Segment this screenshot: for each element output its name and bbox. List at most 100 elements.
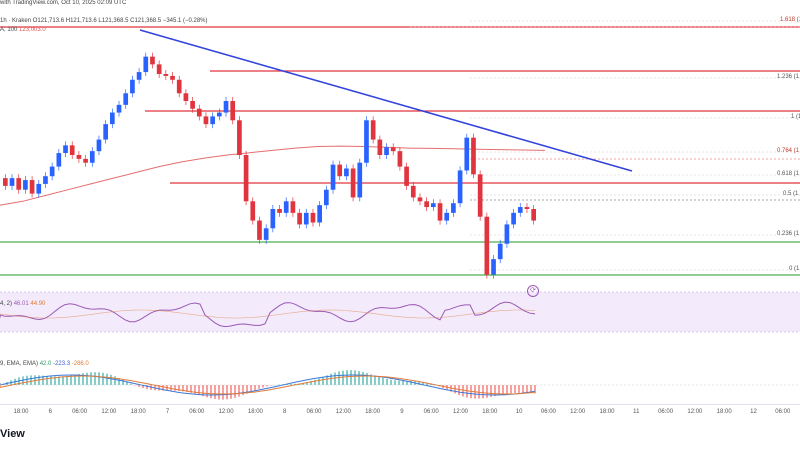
macd-histogram-bar — [482, 385, 484, 399]
macd-histogram-bar — [362, 371, 364, 385]
macd-histogram-bar — [54, 376, 56, 385]
candle-body — [43, 176, 48, 184]
rsi-value-2: 44.90 — [30, 301, 46, 307]
macd-histogram-bar — [278, 384, 280, 386]
macd-histogram-bar — [330, 373, 332, 385]
chart-header-ohlc: 1h · Kraken O121,713.6 H121,713.6 L121,3… — [0, 18, 208, 24]
macd-histogram-bar — [454, 385, 456, 394]
macd-histogram-bar — [534, 385, 536, 394]
macd-histogram-bar — [78, 373, 80, 385]
fib-level-label: 0 (1 — [789, 266, 800, 272]
candle-body — [116, 104, 122, 113]
candle-body — [390, 147, 396, 152]
candle-body — [370, 120, 376, 140]
descending-trendline — [139, 29, 633, 172]
macd-histogram-bar — [378, 376, 380, 385]
candle-body — [103, 124, 108, 140]
macd-header: 9, EMA, EMA) 42.0 -223.3 -286.0 — [0, 361, 89, 367]
chart-header-source: with TradingView.com, Oct 10, 2025 02:09… — [0, 0, 126, 6]
candle-body — [517, 207, 523, 213]
macd-histogram-bar — [402, 380, 404, 385]
time-axis-label: 06:00 — [306, 409, 322, 415]
candle-body — [23, 180, 28, 190]
ma-label: A, 100 — [0, 27, 18, 33]
macd-histogram-bar — [66, 375, 68, 385]
macd-histogram-bar — [302, 382, 304, 385]
candle-body — [504, 224, 510, 244]
candle-body — [457, 170, 463, 204]
candle-body — [484, 216, 490, 275]
macd-histogram-bar — [382, 378, 384, 385]
candle-body — [203, 116, 209, 125]
candle-body — [210, 116, 215, 125]
macd-histogram-bar — [334, 372, 336, 385]
macd-histogram-bar — [206, 385, 208, 398]
macd-histogram-bar — [126, 381, 128, 385]
header-ohlc-values: O121,713.6 H121,713.6 L121,368.5 C121,36… — [32, 18, 208, 24]
candle-body — [444, 212, 450, 221]
time-axis-label: 18:00 — [716, 409, 732, 415]
time-axis-label: 18:00 — [365, 409, 381, 415]
time-axis-label: 18:00 — [482, 409, 498, 415]
macd-histogram-bar — [318, 378, 320, 385]
candle-body — [196, 108, 202, 117]
candle-body — [163, 74, 169, 76]
candle-body — [471, 137, 476, 175]
macd-histogram-bar — [130, 383, 132, 385]
macd-histogram-bar — [346, 370, 348, 385]
candle-body — [317, 205, 322, 223]
candle-body — [257, 220, 262, 240]
macd-histogram-bar — [238, 385, 240, 397]
candle-body — [143, 56, 149, 73]
time-axis-label: 10 — [515, 409, 523, 415]
macd-histogram-bar — [22, 376, 24, 385]
time-axis-border — [0, 404, 800, 405]
rsi-band — [0, 292, 800, 332]
macd-histogram-bar — [122, 379, 124, 385]
macd-histogram-bar — [274, 384, 276, 386]
candle-body — [156, 64, 162, 74]
time-axis-label: 8 — [283, 409, 287, 415]
macd-label: 9, EMA, EMA) — [0, 361, 39, 367]
candle-body — [384, 147, 389, 155]
candle-body — [324, 189, 329, 206]
macd-histogram-bar — [494, 385, 496, 397]
macd-histogram-bar — [502, 385, 504, 395]
candle-body — [63, 145, 68, 154]
macd-histogram-bar — [102, 372, 104, 385]
goto-realtime-icon[interactable]: ⟳ — [527, 285, 539, 297]
candle-body — [431, 203, 436, 208]
rsi-label: 4, 2) — [0, 301, 13, 307]
candle-body — [9, 178, 15, 186]
ma-value: 123,003.0 — [19, 27, 46, 33]
macd-histogram-bar — [510, 385, 512, 394]
macd-histogram-bar — [106, 373, 108, 385]
macd-histogram-bar — [214, 385, 216, 400]
rsi-line — [0, 301, 536, 328]
candle-body — [190, 101, 195, 109]
macd-value-2: -223.3 — [53, 361, 71, 367]
macd-histogram-bar — [194, 385, 196, 394]
macd-histogram-bar — [94, 372, 96, 385]
time-axis-label: 06:00 — [658, 409, 674, 415]
candle-body — [424, 201, 429, 208]
macd-histogram-bar — [514, 385, 516, 394]
macd-histogram-bar — [418, 381, 420, 385]
rsi-header: 4, 2) 46.01 44.90 — [0, 301, 45, 307]
macd-histogram-bar — [146, 385, 148, 390]
macd-histogram-bar — [374, 375, 376, 385]
candle-body — [310, 212, 316, 223]
macd-histogram-bar — [270, 385, 272, 386]
macd-histogram-bar — [26, 375, 28, 385]
macd-histogram-bar — [190, 385, 192, 393]
macd-histogram-bar — [390, 379, 392, 385]
candle-body — [237, 120, 242, 155]
macd-histogram-bar — [462, 385, 464, 397]
candle-body — [437, 203, 443, 221]
macd-histogram-bar — [110, 374, 112, 385]
macd-histogram-bar — [426, 382, 428, 385]
macd-histogram-bar — [90, 372, 92, 385]
time-axis-label: 12:00 — [452, 409, 469, 415]
